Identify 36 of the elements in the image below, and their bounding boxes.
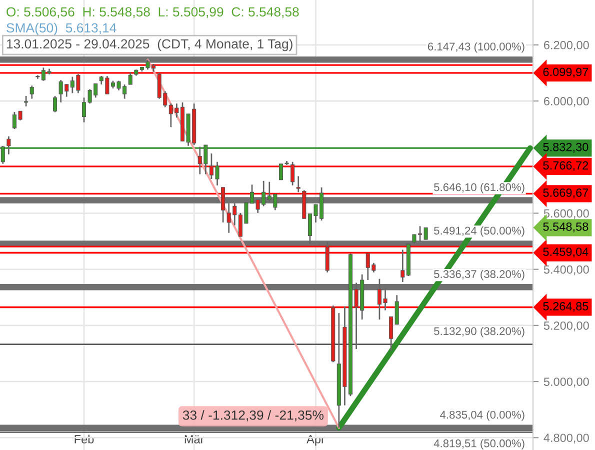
ref-line-label: 6.147,43 (100.00%) [428, 42, 524, 53]
ref-line-label: 5.669,67 [543, 188, 588, 198]
ref-line-label: 4.835,04 (0.00%) [440, 410, 524, 421]
candlestick [53, 95, 58, 113]
ref-line-label: 4.819,51 (50.00%) [434, 439, 524, 450]
y-tick-label: 5.200,00 [544, 321, 589, 332]
candlestick [36, 74, 40, 80]
ref-line-label: 6.099,97 [543, 68, 588, 78]
y-tick-label: 6.200,00 [544, 40, 589, 51]
ref-line-label: 5.766,72 [543, 161, 588, 172]
annotation: SMA(50) 5.613,14 [6, 22, 116, 36]
y-tick-label: 5.600,00 [544, 209, 589, 220]
ref-line-label: 5.491,24 (50.00%) [434, 226, 524, 237]
ref-line-label: 5.336,37 (38.20%) [434, 270, 524, 280]
candlestick [296, 175, 300, 193]
y-tick-label: 6.000,00 [544, 97, 589, 107]
annotation: O: 5.506,56 H: 5.548,58 L: 5.505,99 C: 5.548,58 [6, 7, 299, 18]
candlestick [394, 294, 399, 326]
candlestick [30, 84, 34, 100]
annotation: 33 / -1.312,39 / -21,35% [182, 410, 324, 422]
ref-line-label: 5.832,30 [543, 142, 588, 153]
ref-line-label: 5.646,10 (61.80%) [434, 182, 524, 194]
candlestick [400, 248, 405, 283]
candlestick [290, 161, 295, 186]
candlestick [128, 72, 132, 86]
ref-line-label: 5.132,90 (38.20%) [434, 326, 524, 338]
candlestick [0, 145, 5, 165]
candlestick [24, 95, 28, 108]
y-tick-label: 5.400,00 [544, 265, 589, 276]
y-tick-label: 4.800,00 [544, 434, 589, 444]
candlestick [6, 136, 11, 155]
ref-line-label: 5.459,04 [543, 248, 588, 258]
text: 5.548,58 [543, 222, 588, 232]
y-tick-label: 5.000,00 [544, 378, 589, 388]
annotation: 13.01.2025 - 29.04.2025 (CDT, 4 Monate, 1 Tag) [6, 38, 292, 52]
ref-line-label: 5.264,85 [543, 302, 588, 312]
